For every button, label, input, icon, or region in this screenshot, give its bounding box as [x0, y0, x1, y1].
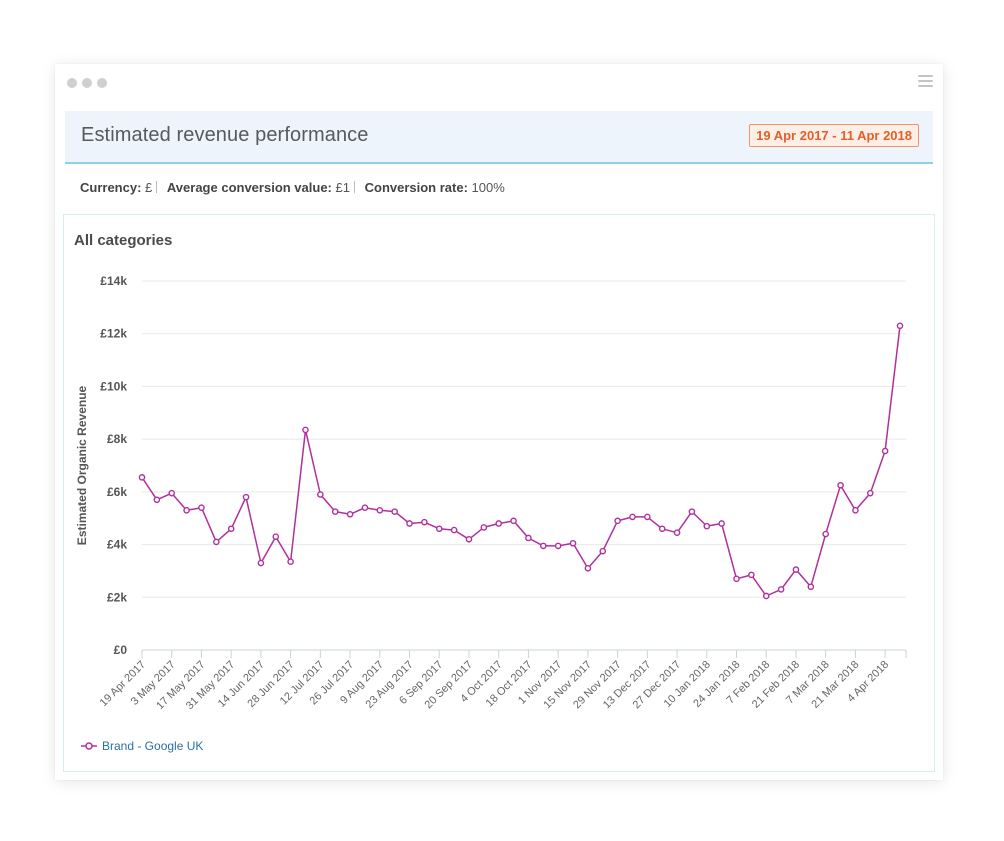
- data-point[interactable]: [733, 575, 740, 583]
- data-point[interactable]: [539, 542, 547, 550]
- data-point[interactable]: [569, 539, 577, 547]
- data-point[interactable]: [450, 526, 458, 534]
- legend-label: Brand - Google UK: [102, 739, 204, 753]
- data-point[interactable]: [138, 474, 146, 481]
- series-line-brand-google-uk: [141, 325, 901, 597]
- page-title: Estimated revenue performance: [81, 124, 369, 146]
- y-tick-label: £4k: [107, 538, 127, 552]
- data-point[interactable]: [272, 533, 280, 540]
- data-point[interactable]: [302, 426, 309, 434]
- avg-conversion-value: £1: [335, 180, 350, 195]
- y-tick-label: £2k: [107, 590, 127, 604]
- data-point[interactable]: [599, 547, 607, 555]
- data-point[interactable]: [748, 571, 755, 579]
- data-point[interactable]: [896, 322, 904, 330]
- data-point[interactable]: [777, 586, 785, 593]
- data-point[interactable]: [198, 504, 205, 511]
- data-point[interactable]: [331, 508, 339, 515]
- y-tick-label: £14k: [100, 274, 127, 288]
- data-point[interactable]: [822, 530, 829, 538]
- data-point[interactable]: [852, 507, 859, 514]
- divider: [353, 181, 355, 193]
- conversion-info: Currency: £ Average conversion value: £1…: [80, 180, 505, 195]
- data-point[interactable]: [317, 491, 324, 498]
- data-point[interactable]: [525, 534, 532, 542]
- y-tick-label: £8k: [107, 432, 127, 446]
- chart-title: All categories: [74, 232, 173, 249]
- legend-marker-icon: [81, 742, 97, 750]
- conversion-rate-label: Conversion rate:: [364, 180, 468, 195]
- data-point[interactable]: [421, 518, 428, 526]
- data-point[interactable]: [376, 507, 384, 514]
- data-point[interactable]: [227, 525, 235, 533]
- y-tick-label: £10k: [100, 379, 127, 393]
- legend-item-brand-google-uk[interactable]: Brand - Google UK: [80, 739, 203, 753]
- data-point[interactable]: [837, 481, 844, 489]
- y-tick-label: £6k: [107, 485, 127, 499]
- data-point[interactable]: [614, 517, 621, 525]
- data-point[interactable]: [213, 538, 220, 546]
- currency-label: Currency:: [80, 180, 142, 195]
- data-point[interactable]: [807, 583, 815, 591]
- data-point[interactable]: [391, 508, 398, 515]
- date-range-badge[interactable]: 19 Apr 2017 - 11 Apr 2018: [749, 124, 919, 147]
- y-tick-label: £12k: [100, 327, 127, 341]
- conversion-rate-value: 100%: [471, 180, 505, 195]
- data-point[interactable]: [718, 520, 725, 527]
- data-point[interactable]: [584, 564, 592, 572]
- data-point[interactable]: [435, 525, 443, 533]
- window-dot-icon[interactable]: [67, 78, 77, 88]
- data-point[interactable]: [510, 517, 517, 525]
- data-point[interactable]: [703, 522, 711, 530]
- window-dot-icon[interactable]: [82, 78, 92, 88]
- data-point[interactable]: [762, 592, 770, 600]
- data-point[interactable]: [495, 520, 503, 527]
- data-point[interactable]: [792, 566, 800, 573]
- data-point[interactable]: [242, 493, 250, 501]
- data-point[interactable]: [465, 535, 473, 543]
- chart-panel: All categories £0 £2k £4k £6k £8k £10k £12k £14…: [63, 214, 935, 772]
- window-dot-icon[interactable]: [97, 78, 107, 88]
- y-tick-label: £0: [114, 643, 128, 657]
- window-titlebar: [55, 64, 943, 100]
- divider: [156, 181, 158, 193]
- data-point[interactable]: [361, 504, 369, 511]
- window-controls: [67, 78, 107, 88]
- app-window: Estimated revenue performance 19 Apr 201…: [55, 64, 943, 780]
- data-point[interactable]: [183, 507, 190, 514]
- data-point[interactable]: [658, 525, 666, 533]
- revenue-line-chart: £0 £2k £4k £6k £8k £10k £12k £14k Estimated Orga…: [75, 274, 907, 712]
- data-point[interactable]: [629, 513, 636, 521]
- avg-conversion-label: Average conversion value:: [166, 180, 332, 195]
- data-point[interactable]: [881, 447, 889, 455]
- data-point[interactable]: [406, 520, 413, 527]
- data-point[interactable]: [153, 496, 161, 504]
- data-point[interactable]: [168, 489, 176, 497]
- data-point[interactable]: [673, 529, 681, 537]
- data-point[interactable]: [287, 558, 294, 566]
- data-point[interactable]: [688, 508, 696, 515]
- data-point[interactable]: [257, 559, 265, 567]
- data-point[interactable]: [554, 542, 562, 550]
- data-point[interactable]: [480, 524, 488, 531]
- y-axis-title: Estimated Organic Revenue: [75, 385, 89, 545]
- currency-value: £: [145, 180, 153, 195]
- data-point[interactable]: [644, 513, 651, 521]
- data-point[interactable]: [866, 489, 874, 497]
- report-header: Estimated revenue performance 19 Apr 201…: [65, 111, 933, 164]
- data-point[interactable]: [346, 510, 354, 518]
- hamburger-menu-icon[interactable]: [918, 75, 933, 89]
